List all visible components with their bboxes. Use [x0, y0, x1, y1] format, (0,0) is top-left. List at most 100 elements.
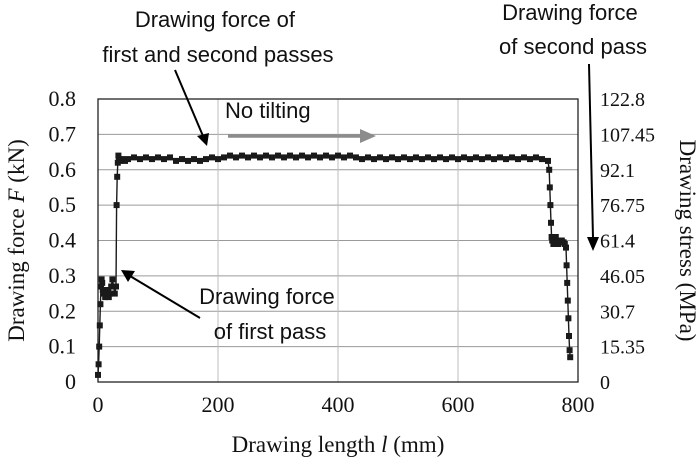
data-point [179, 156, 185, 163]
data-point [215, 156, 221, 163]
data-point [548, 234, 555, 240]
data-point [95, 361, 102, 368]
data-point [347, 152, 353, 159]
data-point [95, 371, 101, 378]
right-y-tick-label: 61.4 [600, 231, 635, 253]
data-point [455, 156, 461, 163]
arrow-first-and-second-passes [174, 69, 209, 146]
left-y-tick-label: 0.1 [49, 334, 77, 359]
data-point [293, 154, 299, 161]
data-point [335, 152, 341, 159]
data-point [99, 279, 106, 286]
right-y-tick-label: 30.7 [600, 301, 635, 323]
data-point [419, 156, 425, 163]
grid [98, 99, 578, 382]
left-y-tick-label: 0.8 [49, 86, 77, 111]
data-point [547, 202, 554, 209]
data-point [467, 156, 473, 163]
data-point [548, 219, 554, 226]
left-y-tick-label: 0.2 [49, 298, 77, 323]
data-point [115, 152, 122, 159]
plot-frame [97, 98, 579, 383]
data-point [96, 343, 103, 350]
data-point [566, 333, 572, 339]
annotation-no-tilting: No tilting [225, 98, 311, 123]
data-point [98, 276, 105, 283]
data-point [227, 152, 233, 159]
data-point [461, 154, 467, 161]
data-point [167, 154, 173, 161]
data-point [353, 154, 359, 161]
right-y-tick-label: 46.05 [600, 266, 645, 288]
data-point [545, 157, 551, 164]
arrow-second-pass [587, 63, 599, 251]
annotation-first-and-second-passes: Drawing force of first and second passes [102, 7, 333, 67]
data-point [111, 290, 118, 297]
data-point [287, 152, 293, 159]
data-point [359, 156, 365, 163]
data-point [109, 276, 116, 283]
data-point [509, 154, 515, 161]
data-point [567, 354, 574, 361]
right-y-tick-label: 107.45 [600, 124, 655, 146]
data-point [491, 156, 497, 163]
annotation-first-pass: Drawing force of first pass [199, 284, 341, 344]
right-y-tick-label: 92.1 [600, 160, 635, 182]
data-point [323, 152, 329, 159]
x-tick-label: 600 [442, 392, 475, 417]
data-point [221, 154, 227, 161]
left-y-tick-label: 0.5 [49, 192, 77, 217]
data-point [546, 166, 553, 173]
right-y-tick-label: 0 [600, 372, 610, 394]
data-point [563, 244, 569, 251]
data-point [114, 173, 121, 180]
left-y-tick-label: 0.3 [49, 263, 77, 288]
data-point [407, 156, 413, 163]
data-point [281, 154, 287, 161]
data-point [96, 322, 103, 329]
right-y-tick-label: 76.75 [600, 195, 645, 217]
data-point [565, 315, 572, 322]
data-point [443, 156, 449, 163]
data-point [329, 154, 335, 161]
data-point [131, 154, 137, 161]
data-point [317, 154, 323, 161]
data-point [566, 347, 573, 354]
data-point [377, 154, 383, 161]
x-axis-label: Drawing length l (mm) [232, 432, 445, 457]
x-tick-label: 400 [322, 392, 355, 417]
data-point [561, 241, 568, 247]
data-point [99, 287, 106, 293]
data-point [113, 202, 120, 209]
data-point [401, 154, 407, 161]
data-point [305, 154, 311, 161]
data-point [103, 290, 110, 297]
left-y-tick-label: 0 [65, 369, 76, 394]
data-point [563, 262, 570, 269]
data-point [257, 154, 263, 161]
data-point [251, 152, 257, 159]
data-point [341, 154, 347, 161]
left-y-axis-label: Drawing force F (kN) [4, 139, 29, 341]
data-point [550, 241, 557, 247]
data-point [527, 156, 533, 163]
data-point [395, 156, 401, 163]
x-tick-label: 800 [562, 392, 595, 417]
data-point [107, 290, 113, 297]
data-point [383, 156, 389, 163]
data-point [365, 154, 371, 161]
annotation-second-pass: Drawing force of second pass [499, 0, 647, 59]
data-point [173, 157, 179, 164]
data-point [245, 154, 251, 161]
data-point [425, 154, 431, 161]
data-point [102, 294, 109, 301]
data-point [431, 156, 437, 163]
arrow-no-tilting [228, 129, 376, 143]
data-point [161, 156, 167, 163]
data-point [299, 152, 305, 159]
data-point [503, 156, 509, 163]
data-point [155, 154, 161, 161]
data-point [125, 156, 131, 163]
data-point [185, 157, 191, 164]
